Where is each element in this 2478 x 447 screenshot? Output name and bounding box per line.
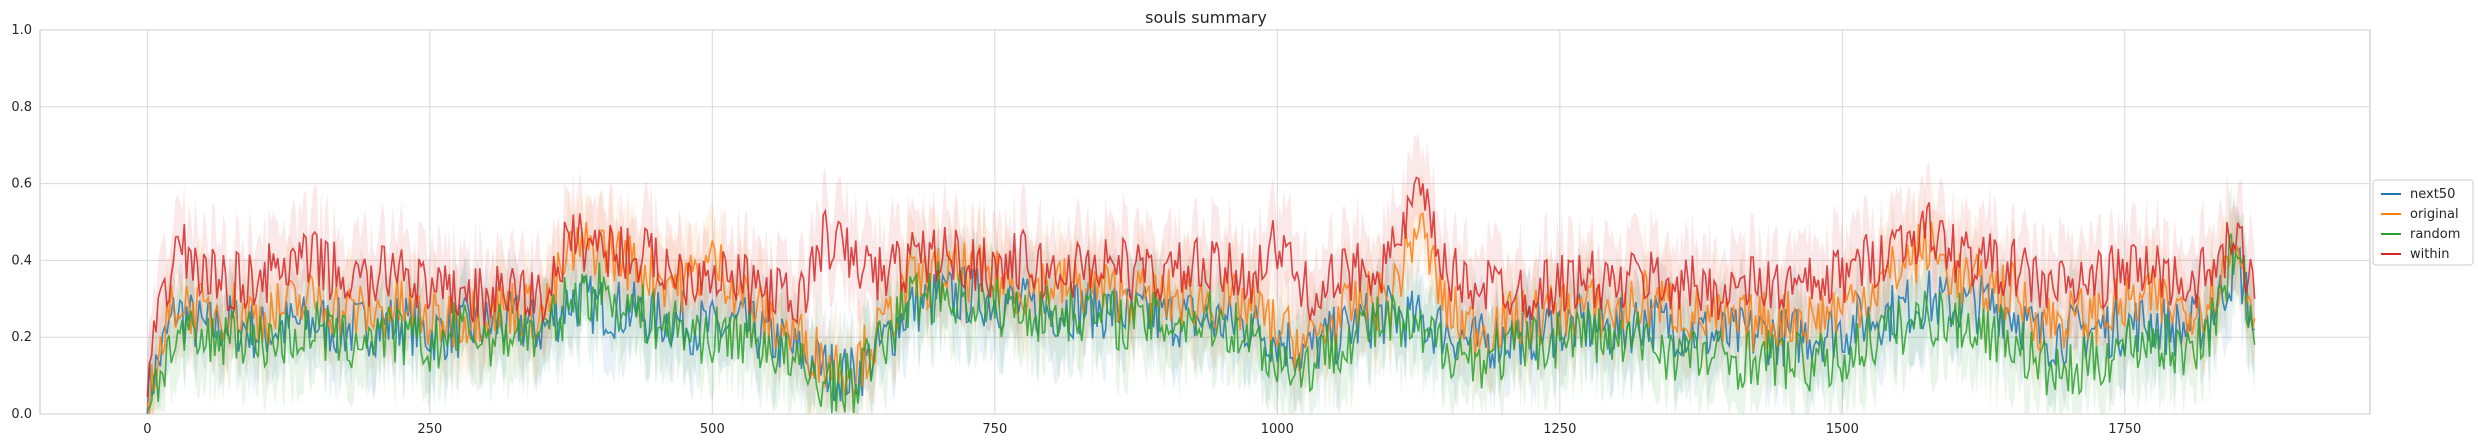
- x-tick-label: 750: [982, 422, 1007, 437]
- y-tick-label: 0.8: [11, 100, 32, 115]
- series-lines: [146, 176, 2256, 415]
- x-tick-label: 500: [700, 422, 725, 437]
- y-tick-label: 0.6: [11, 177, 32, 192]
- x-tick-label: 1000: [1261, 422, 1294, 437]
- x-tick-label: 1250: [1543, 422, 1576, 437]
- legend-label-random: random: [2410, 227, 2460, 242]
- x-tick-label: 0: [143, 422, 151, 437]
- series-line-within: [146, 176, 2256, 398]
- x-tick-label: 1750: [2108, 422, 2141, 437]
- legend-box: [2372, 179, 2474, 266]
- legend-label-next50: next50: [2410, 187, 2455, 202]
- series-line-random: [146, 233, 2256, 414]
- y-tick-label: 0.4: [11, 253, 32, 268]
- tick-labels: 0 250 500 750 1000 1250 1500 1750 0.0 0.2 0.4 0.6 0.…: [11, 23, 2141, 437]
- chart-title: souls summary: [1145, 8, 1267, 27]
- y-tick-label: 1.0: [11, 23, 32, 38]
- x-tick-label: 1500: [1826, 422, 1859, 437]
- legend-label-within: within: [2410, 247, 2449, 262]
- y-tick-label: 0.2: [11, 330, 32, 345]
- x-tick-label: 250: [417, 422, 442, 437]
- legend: next50 original random within: [2372, 179, 2474, 266]
- y-tick-label: 0.0: [11, 407, 32, 422]
- legend-label-original: original: [2410, 207, 2459, 222]
- band-original: [147, 173, 2255, 414]
